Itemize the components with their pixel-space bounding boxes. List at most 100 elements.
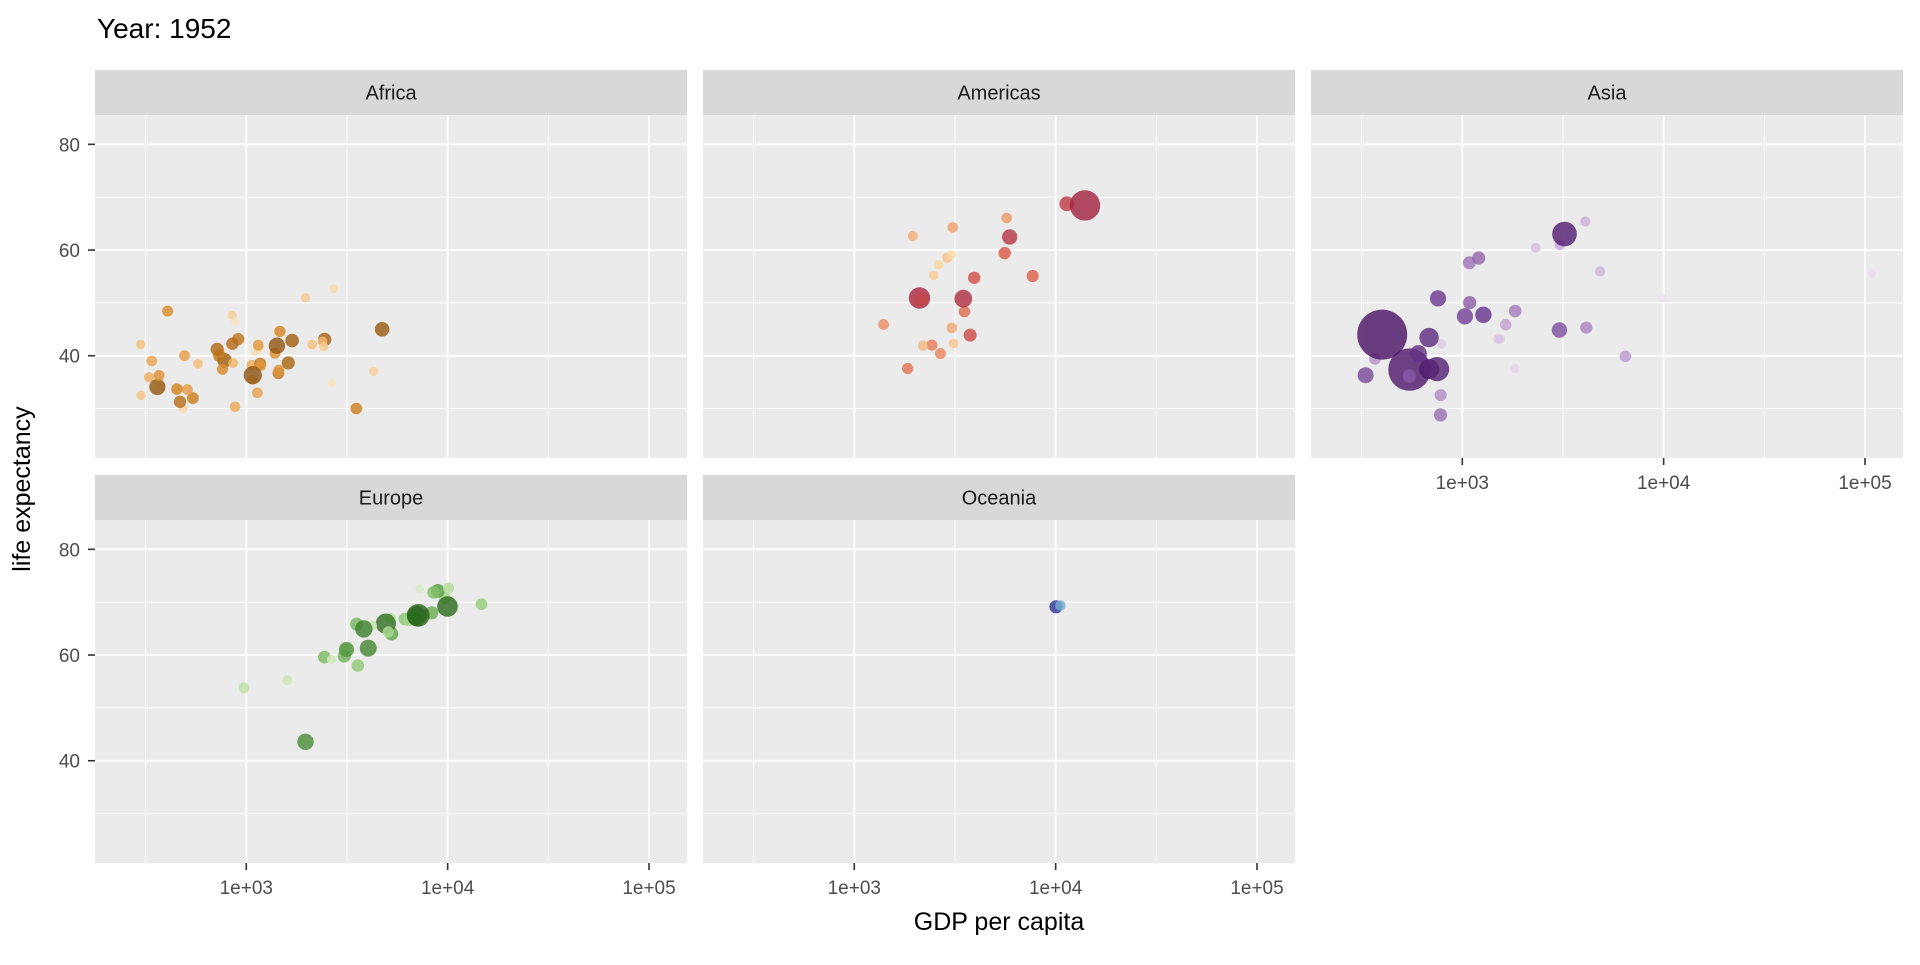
data-point — [917, 340, 929, 351]
data-point — [182, 384, 193, 395]
data-point — [1475, 306, 1492, 323]
data-point — [1002, 229, 1018, 245]
data-point — [1530, 243, 1541, 253]
data-point — [1001, 212, 1012, 224]
data-point — [162, 305, 174, 317]
facet-label: Americas — [957, 83, 1040, 105]
gridlines — [95, 115, 687, 458]
data-point — [173, 395, 187, 408]
data-point — [1658, 293, 1667, 303]
points — [878, 190, 1101, 375]
data-point — [1055, 600, 1066, 611]
data-point — [355, 620, 373, 638]
data-point — [415, 584, 425, 594]
data-point — [274, 325, 286, 338]
y-tick-label: 80 — [59, 540, 80, 561]
data-point — [934, 348, 946, 360]
data-point — [268, 337, 286, 354]
data-point — [213, 349, 226, 362]
data-point — [442, 582, 455, 594]
data-point — [437, 596, 458, 617]
data-point — [230, 317, 240, 326]
data-point — [252, 339, 264, 351]
data-point — [933, 260, 944, 270]
y-axis: 80 60 40 — [59, 540, 95, 773]
y-tick-label: 40 — [59, 347, 80, 368]
x-axis: 1e+03 1e+04 1e+05 — [220, 863, 676, 899]
gridlines — [703, 115, 1295, 458]
points — [1357, 216, 1877, 422]
data-point — [143, 372, 155, 383]
data-point — [238, 682, 250, 694]
data-point — [136, 390, 146, 401]
data-point — [1619, 350, 1632, 363]
data-point — [273, 364, 285, 376]
data-point — [1069, 190, 1101, 221]
facet-label: Oceania — [962, 488, 1037, 510]
data-point — [1425, 357, 1450, 382]
data-point — [1026, 269, 1039, 283]
facet-strip — [703, 70, 1295, 115]
data-point — [913, 292, 929, 307]
points — [238, 582, 488, 750]
data-point — [1595, 266, 1606, 277]
data-point — [948, 338, 959, 349]
data-point — [326, 654, 336, 665]
data-point — [285, 333, 299, 348]
facet-strip — [1311, 70, 1903, 115]
points — [1049, 600, 1066, 614]
data-point — [282, 675, 293, 686]
x-tick-label: 1e+05 — [1838, 473, 1891, 494]
data-point — [1463, 296, 1477, 310]
y-tick-label: 60 — [59, 241, 80, 262]
data-point — [300, 293, 311, 303]
data-point — [1508, 304, 1522, 318]
data-point — [907, 230, 918, 242]
facet-asia: Asia 1e+03 1e+04 1e+05 — [1311, 70, 1903, 494]
data-point — [359, 639, 377, 657]
data-point — [878, 319, 889, 330]
data-point — [193, 359, 203, 369]
data-point — [179, 350, 190, 362]
gridlines — [703, 520, 1295, 863]
x-tick-label: 1e+05 — [622, 878, 675, 899]
facet-africa: Africa 80 60 40 — [59, 70, 687, 458]
x-tick-label: 1e+04 — [1637, 473, 1691, 494]
data-point — [963, 328, 977, 342]
data-point — [149, 378, 166, 396]
data-point — [946, 250, 956, 260]
data-point — [1419, 327, 1439, 348]
data-point — [1551, 322, 1568, 338]
data-point — [350, 402, 363, 415]
x-tick-label: 1e+03 — [1436, 473, 1489, 494]
y-tick-label: 60 — [59, 646, 80, 667]
facet-panel — [703, 520, 1295, 863]
data-point — [954, 289, 973, 308]
data-point — [1436, 339, 1447, 349]
points — [135, 284, 390, 415]
x-axis: 1e+03 1e+04 1e+05 — [828, 863, 1284, 899]
data-point — [281, 356, 295, 370]
data-point — [427, 586, 441, 599]
facet-panel — [95, 520, 687, 863]
x-tick-label: 1e+04 — [421, 878, 475, 899]
y-tick-label: 40 — [59, 752, 80, 773]
x-tick-label: 1e+04 — [1029, 878, 1083, 899]
data-point — [1429, 290, 1447, 307]
data-point — [1472, 251, 1486, 265]
facet-strip — [95, 70, 687, 115]
data-point — [928, 270, 939, 281]
y-tick-label: 80 — [59, 135, 80, 156]
y-axis-title: life expectancy — [8, 406, 36, 572]
data-point — [319, 342, 329, 352]
facet-americas: Americas — [703, 70, 1295, 458]
facet-label: Europe — [359, 488, 424, 510]
data-point — [327, 379, 337, 388]
data-point — [1433, 408, 1448, 422]
data-point — [958, 305, 971, 318]
data-point — [229, 401, 241, 413]
data-point — [1402, 369, 1417, 383]
